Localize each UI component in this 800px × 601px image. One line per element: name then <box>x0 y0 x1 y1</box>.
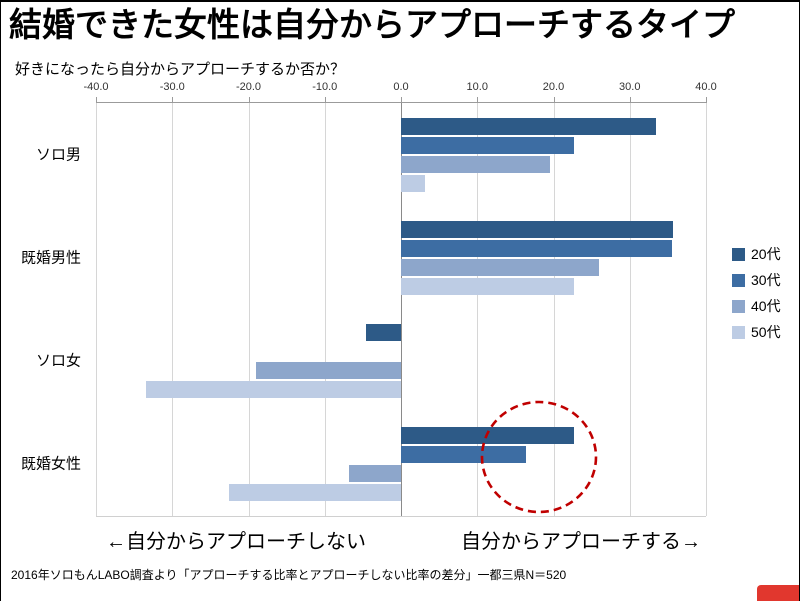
legend-item: 20代 <box>732 246 781 262</box>
legend-swatch <box>732 325 745 339</box>
category-label: ソロ男 <box>35 146 81 164</box>
bar-40代 <box>401 155 550 173</box>
gridline <box>706 103 707 516</box>
gridline <box>96 103 97 516</box>
corner-red-badge <box>757 585 799 601</box>
x-axis-tick <box>629 97 631 103</box>
x-axis-tick-label: 20.0 <box>542 81 565 93</box>
legend-label: 40代 <box>751 298 781 314</box>
x-axis-tick-label: 0.0 <box>393 81 409 93</box>
category-label: 既婚女性 <box>20 455 81 473</box>
chart-legend: 20代 30代 40代 50代 <box>732 246 781 350</box>
legend-item: 30代 <box>732 272 781 288</box>
legend-label: 20代 <box>751 246 781 262</box>
chart-plot-area: -40.0 -30.0 -20.0 -10.0 0.0 10.0 20.0 30.0 40.0 <box>83 81 717 517</box>
x-axis-tick <box>706 97 707 103</box>
x-axis-tick <box>248 97 250 103</box>
bar-40代 <box>401 258 600 276</box>
bar-50代 <box>146 381 401 399</box>
direction-label-right: 自分からアプローチする→ <box>461 531 701 553</box>
category-label: ソロ女 <box>35 352 81 370</box>
bar-20代 <box>401 220 674 238</box>
gridline <box>477 103 479 516</box>
x-axis-tick-label: -10.0 <box>312 81 338 93</box>
bar-30代 <box>401 446 527 464</box>
x-axis-tick-label: 30.0 <box>619 81 641 93</box>
x-axis-tick <box>96 97 97 103</box>
gridline <box>324 103 326 516</box>
legend-swatch <box>732 247 745 261</box>
bar-40代 <box>256 362 401 380</box>
gridline <box>553 103 555 516</box>
x-axis-tick <box>477 97 479 103</box>
gridline <box>172 103 174 516</box>
highlight-circle <box>480 400 598 514</box>
legend-item: 50代 <box>732 324 781 340</box>
bar-30代 <box>401 239 672 257</box>
bar-20代 <box>401 117 656 135</box>
bar-30代 <box>401 136 575 154</box>
legend-item: 40代 <box>732 298 781 314</box>
direction-label-left: ←自分からアプローチしない <box>106 531 366 553</box>
legend-label: 30代 <box>751 272 781 288</box>
x-axis-tick <box>324 97 326 103</box>
gridline <box>248 103 250 516</box>
bar-50代 <box>401 277 575 295</box>
gridline <box>629 103 631 516</box>
page-title: 結婚できた女性は自分からアプローチするタイプ <box>9 6 735 43</box>
category-axis: ソロ男既婚男性ソロ女既婚女性 <box>1 102 89 517</box>
bar-20代 <box>365 324 401 342</box>
bar-50代 <box>228 484 401 502</box>
page-subtitle: 好きになったら自分からアプローチするか否か？ <box>15 61 346 78</box>
x-axis-tick-label: 10.0 <box>466 81 488 93</box>
x-axis-tick <box>401 97 402 103</box>
legend-swatch <box>732 299 745 313</box>
x-axis-tick-label: -30.0 <box>159 81 185 93</box>
x-axis-tick-label: -20.0 <box>235 81 262 93</box>
zero-axis-line <box>401 103 402 516</box>
x-axis-tick <box>553 97 555 103</box>
footer-source: 2016年ソロもんLABO調査より「アプローチする比率とアプローチしない比率の差… <box>11 568 567 582</box>
legend-label: 50代 <box>751 324 781 340</box>
category-label: 既婚男性 <box>20 249 81 267</box>
x-axis-tick <box>172 97 174 103</box>
bar-40代 <box>349 465 401 483</box>
bar-50代 <box>401 174 425 192</box>
x-axis-tick-label: -40.0 <box>83 81 109 93</box>
legend-swatch <box>732 273 745 287</box>
x-axis-tick-label: 40.0 <box>695 81 717 93</box>
